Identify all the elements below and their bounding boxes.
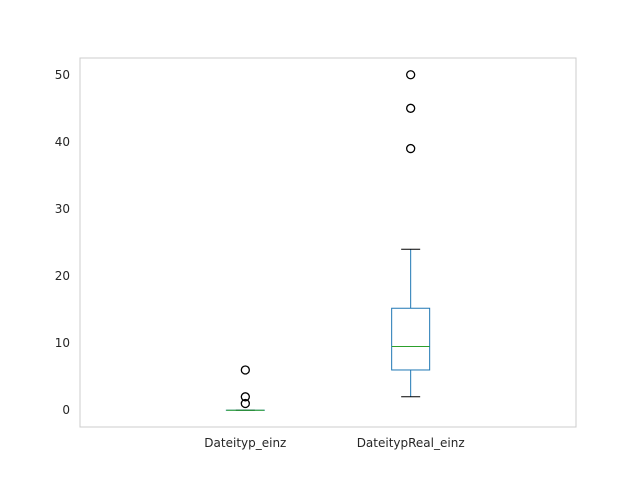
- x-axis: Dateityp_einz DateitypReal_einz: [204, 436, 464, 450]
- outlier-point: [406, 103, 416, 113]
- y-tick-label: 10: [55, 336, 70, 350]
- y-axis: 0 10 20 30 40 50: [55, 68, 70, 417]
- outlier-point: [240, 392, 250, 402]
- box-series: [225, 70, 431, 411]
- box-DateitypReal_einz: [391, 70, 431, 398]
- y-tick-label: 50: [55, 68, 70, 82]
- y-tick-label: 0: [62, 403, 70, 417]
- x-category-label: DateitypReal_einz: [357, 436, 465, 450]
- outlier-point: [240, 398, 250, 409]
- plot-area: [79, 57, 577, 428]
- y-tick-label: 20: [55, 269, 70, 283]
- outlier-point: [240, 365, 250, 375]
- y-tick-label: 30: [55, 202, 70, 216]
- box-Dateityp_einz: [225, 365, 265, 411]
- box-iqr: [391, 307, 431, 371]
- y-tick-label: 40: [55, 135, 70, 149]
- outlier-point: [406, 143, 416, 154]
- x-category-label: Dateityp_einz: [204, 436, 286, 450]
- outlier-point: [406, 70, 416, 80]
